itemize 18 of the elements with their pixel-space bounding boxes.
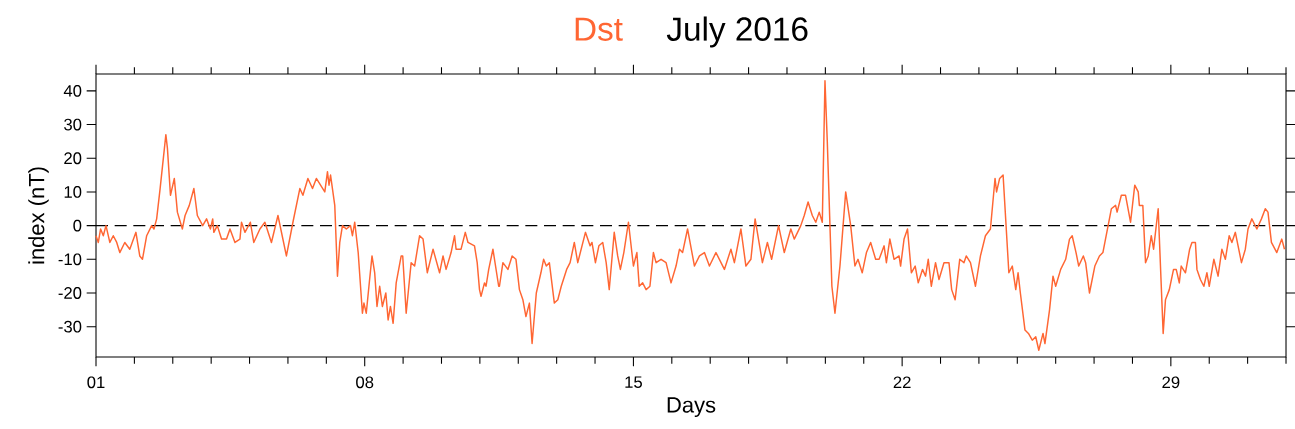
y-tick-label: 20 <box>64 152 82 165</box>
x-tick-label: 01 <box>87 376 105 389</box>
y-tick-label: -10 <box>58 253 82 266</box>
chart-title: July 2016 <box>666 16 808 48</box>
x-tick-label: 15 <box>625 376 642 389</box>
y-tick-label: -20 <box>58 287 82 299</box>
x-tick-label: 22 <box>893 376 911 389</box>
y-axis-title: index (nT) <box>28 167 49 264</box>
y-tick-label: 30 <box>64 118 82 131</box>
y-tick-label: 10 <box>64 186 82 198</box>
x-tick-label: 29 <box>1162 376 1180 389</box>
y-tick-label: 40 <box>63 84 82 97</box>
x-axis-title: Days <box>667 397 716 418</box>
x-tick-label: 08 <box>356 376 374 389</box>
y-tick-label: 0 <box>73 219 82 232</box>
text: Dst <box>575 17 623 41</box>
y-tick-label: -30 <box>58 320 82 333</box>
line-series <box>95 80 1286 351</box>
